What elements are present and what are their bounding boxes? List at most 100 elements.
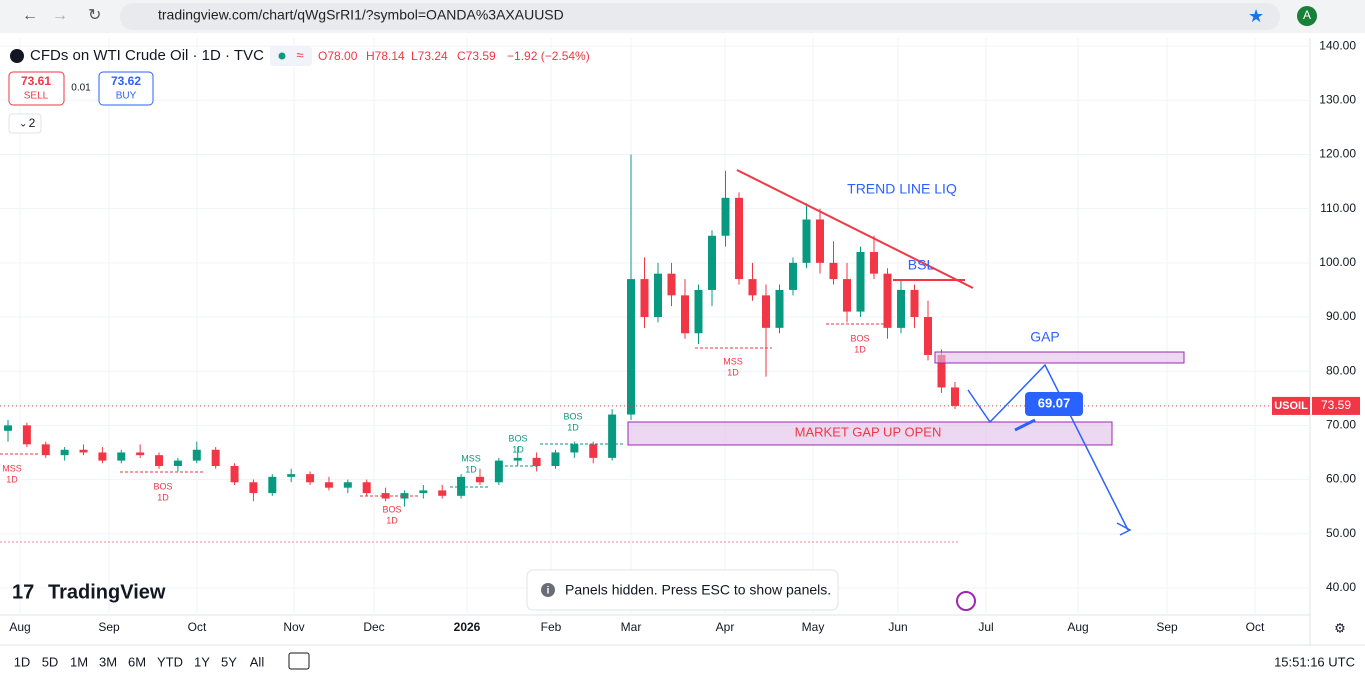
annotation: GAP xyxy=(1030,329,1060,345)
pointer xyxy=(1014,418,1036,432)
close: C73.59 xyxy=(457,49,496,63)
candle-body xyxy=(735,197,743,280)
range-button[interactable]: 1D xyxy=(14,654,31,669)
y-tick-label: 40.00 xyxy=(1326,580,1356,594)
candle-body xyxy=(400,493,409,499)
url: tradingview.com/chart/qWgSrRI1/?symbol=O… xyxy=(158,7,564,23)
candle-body xyxy=(748,279,757,296)
y-tick-label: 110.00 xyxy=(1320,201,1356,215)
candle-body xyxy=(438,490,447,496)
sell-price: 73.61 xyxy=(21,74,51,88)
range-button[interactable]: 1M xyxy=(70,654,88,669)
annotation: TREND LINE LIQ xyxy=(847,181,957,197)
label: 1D xyxy=(157,492,169,502)
candle-body xyxy=(324,482,333,488)
symbol-icon xyxy=(10,49,24,63)
buy-button[interactable] xyxy=(98,71,154,106)
sell-button[interactable] xyxy=(8,71,65,106)
label: MSS xyxy=(723,356,743,366)
range-button[interactable]: 5Y xyxy=(221,654,237,669)
sell-label: SELL xyxy=(24,91,49,102)
logo: TradingView xyxy=(48,581,166,603)
candle-body xyxy=(192,449,201,461)
candle-body xyxy=(79,449,88,453)
candle-body xyxy=(117,452,126,461)
forward[interactable]: → xyxy=(52,7,68,24)
candle-body xyxy=(532,457,541,467)
candle-body xyxy=(230,466,239,483)
y-tick-label: 60.00 xyxy=(1326,472,1356,486)
range-button[interactable]: All xyxy=(250,654,265,669)
range-button[interactable]: 3M xyxy=(99,654,117,669)
date-range-icon[interactable] xyxy=(288,652,310,670)
y-tick-label: 80.00 xyxy=(1326,363,1356,377)
y-tick-label: 140.00 xyxy=(1319,38,1356,52)
label: MSS xyxy=(461,453,481,463)
candle-body xyxy=(627,279,635,415)
reload[interactable]: ↻ xyxy=(88,7,101,24)
candle-body xyxy=(494,460,503,483)
candle-body xyxy=(640,279,649,318)
x-tick-label: Jun xyxy=(888,620,907,634)
symbol-tag-text: USOIL xyxy=(1274,400,1308,412)
y-tick-label: 90.00 xyxy=(1326,309,1356,323)
candle-body xyxy=(4,425,12,431)
label: 1D xyxy=(465,464,477,474)
status-icon: ≈ xyxy=(296,47,303,62)
candle-body xyxy=(98,452,107,461)
star[interactable]: ★ xyxy=(1248,6,1264,26)
x-tick-label: Oct xyxy=(1246,620,1265,634)
trend-line xyxy=(736,169,974,289)
candle-body xyxy=(608,414,617,458)
candle-body xyxy=(654,273,662,318)
change: −1.92 (−2.54%) xyxy=(507,49,590,63)
market-gap-box xyxy=(627,421,1113,446)
x-tick-label: Apr xyxy=(716,620,735,634)
status[interactable] xyxy=(270,46,312,66)
label: 1D xyxy=(512,444,524,454)
range-button[interactable]: YTD xyxy=(157,654,183,669)
event-icon[interactable] xyxy=(956,591,976,611)
candle-body xyxy=(829,262,838,280)
price-tag-text: 73.59 xyxy=(1321,398,1351,412)
indicators-toggle[interactable] xyxy=(8,113,42,134)
y-tick-label: 50.00 xyxy=(1326,526,1356,540)
candle-body xyxy=(551,452,560,467)
candle-body xyxy=(951,387,959,406)
candle-body xyxy=(870,252,878,274)
range-button[interactable]: 5D xyxy=(42,654,59,669)
label: BOS xyxy=(153,481,172,491)
avatar[interactable] xyxy=(1297,6,1317,26)
candle-body xyxy=(513,457,522,461)
candle-body xyxy=(762,295,770,328)
price-tag xyxy=(1312,396,1360,415)
clock: 15:51:16 UTC xyxy=(1274,654,1355,669)
y-tick-label: 120.00 xyxy=(1319,147,1356,161)
candle-body xyxy=(708,235,716,290)
avatar-letter: A xyxy=(1303,8,1311,22)
range-button[interactable]: 6M xyxy=(128,654,146,669)
info-icon xyxy=(541,583,555,597)
settings[interactable]: ⚙ xyxy=(1334,620,1346,635)
toast xyxy=(526,569,839,611)
range-button[interactable]: 1Y xyxy=(194,654,210,669)
back[interactable]: ← xyxy=(22,7,38,24)
symbol-title: CFDs on WTI Crude Oil · 1D · TVC xyxy=(30,47,264,64)
candle-body xyxy=(937,354,946,388)
candle-body xyxy=(60,449,69,456)
candle-body xyxy=(775,289,784,328)
open: O78.00 xyxy=(318,49,358,63)
candle-body xyxy=(287,474,296,477)
candle-body xyxy=(362,482,371,494)
indicator-count: 2 xyxy=(29,116,36,130)
candle-body xyxy=(570,444,579,453)
gap-box xyxy=(934,351,1185,364)
address-bar[interactable] xyxy=(120,3,1280,30)
x-tick-label: Sep xyxy=(98,620,120,634)
candle-body xyxy=(843,279,851,312)
buy-label: BUY xyxy=(116,91,137,102)
candle-body xyxy=(802,219,811,263)
annotation: MARKET GAP UP OPEN xyxy=(795,424,942,439)
x-tick-label: Nov xyxy=(283,620,304,634)
candle-body xyxy=(789,262,797,290)
